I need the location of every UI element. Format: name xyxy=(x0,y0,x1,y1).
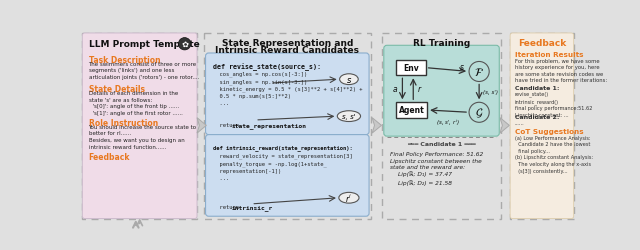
Bar xyxy=(396,61,426,76)
Text: $r^i$: $r^i$ xyxy=(346,192,353,204)
Text: You should increase the source state to
better for rl......
Besides, we want you: You should increase the source state to … xyxy=(88,124,196,149)
Text: def revise_state(source_s):: def revise_state(source_s): xyxy=(212,63,321,71)
FancyBboxPatch shape xyxy=(83,34,197,219)
Text: r: r xyxy=(418,85,421,94)
Text: LLM Prompt Template: LLM Prompt Template xyxy=(88,40,199,49)
Text: Intrinsic Reward Candidates: Intrinsic Reward Candidates xyxy=(215,46,359,55)
Bar xyxy=(382,34,501,219)
Text: Env: Env xyxy=(403,64,419,73)
Text: The swimmers consist of three or more
segments ('links') and one less
articulati: The swimmers consist of three or more se… xyxy=(88,62,199,80)
Text: s: s xyxy=(460,62,464,71)
FancyBboxPatch shape xyxy=(205,54,369,135)
Text: (s, s', $r^i$): (s, s', $r^i$) xyxy=(436,118,460,128)
Text: ......: ...... xyxy=(515,120,525,126)
Text: revise_state()
intrinsic_reward()
final policy performance:51.62
Lipschitz const: revise_state() intrinsic_reward() final … xyxy=(515,91,592,118)
Text: Iteration Results: Iteration Results xyxy=(515,52,583,58)
Circle shape xyxy=(469,62,489,82)
Bar xyxy=(83,34,197,219)
Bar xyxy=(204,34,371,219)
Text: s, s': s, s' xyxy=(342,114,356,120)
Ellipse shape xyxy=(340,74,358,85)
Polygon shape xyxy=(500,118,509,134)
Text: Feedback: Feedback xyxy=(518,38,566,48)
Text: Candidate 1:: Candidate 1: xyxy=(515,85,559,90)
FancyBboxPatch shape xyxy=(384,46,499,136)
Text: s: s xyxy=(347,75,351,84)
Text: ═══ Candidate 1 ═══: ═══ Candidate 1 ═══ xyxy=(407,141,476,146)
Text: state_representation: state_representation xyxy=(232,123,307,129)
Text: (a) Low Performance Analysis:
  Candidate 2 have the lowest
  final policy...
(b: (a) Low Performance Analysis: Candidate … xyxy=(515,135,593,173)
Text: ✿: ✿ xyxy=(181,40,188,49)
Text: RL Training: RL Training xyxy=(413,38,470,48)
Polygon shape xyxy=(372,118,381,134)
Text: $\mathcal{F}$: $\mathcal{F}$ xyxy=(474,66,484,78)
Polygon shape xyxy=(197,118,206,134)
Bar xyxy=(396,103,428,118)
Text: Lip(ℝ; D₂) = 21.58: Lip(ℝ; D₂) = 21.58 xyxy=(397,180,452,185)
Text: $\mathcal{G}$: $\mathcal{G}$ xyxy=(475,106,483,120)
Text: cos_angles = np.cos(s[-3:])
  sin_angles = np.sin(s[-3:])
  kinetic_energy = 0.5: cos_angles = np.cos(s[-3:]) sin_angles =… xyxy=(212,72,362,106)
Text: Lipschitz constant between the
state and the reward are:: Lipschitz constant between the state and… xyxy=(390,158,482,170)
FancyBboxPatch shape xyxy=(510,34,573,219)
Circle shape xyxy=(179,38,191,51)
Bar xyxy=(510,34,573,219)
Text: reward_velocity = state_representation[3]
  penalty_torque = -np.log(1+state_
  : reward_velocity = state_representation[3… xyxy=(212,153,352,180)
Text: Lip(ℝ; D₁) = 37.47: Lip(ℝ; D₁) = 37.47 xyxy=(397,170,452,176)
Text: def intrinsic_reward(state_representation):: def intrinsic_reward(state_representatio… xyxy=(212,144,352,150)
Text: return: return xyxy=(212,204,245,209)
Text: For this problem, we have some
history experience for you, here
are some state r: For this problem, we have some history e… xyxy=(515,58,607,83)
Text: Feedback: Feedback xyxy=(88,152,130,161)
Text: Task Description: Task Description xyxy=(88,55,160,64)
Circle shape xyxy=(469,103,489,123)
Text: Final Policy Performance: 51.62: Final Policy Performance: 51.62 xyxy=(390,151,483,156)
Text: Candidate 2:: Candidate 2: xyxy=(515,114,559,119)
Text: State Details: State Details xyxy=(88,84,145,94)
Text: State Representation and: State Representation and xyxy=(221,38,353,48)
Text: CoT Suggestions: CoT Suggestions xyxy=(515,128,584,134)
Ellipse shape xyxy=(339,192,359,203)
Text: intrinsic_r: intrinsic_r xyxy=(232,204,273,210)
Text: a: a xyxy=(393,85,397,94)
FancyBboxPatch shape xyxy=(205,135,369,216)
Text: Details of each dimension in the
state 's' are as follows:
  's[0]': angle of th: Details of each dimension in the state '… xyxy=(88,90,182,115)
Ellipse shape xyxy=(337,111,360,122)
Text: return: return xyxy=(212,123,245,128)
Text: Agent: Agent xyxy=(399,106,424,115)
Text: Role Instruction: Role Instruction xyxy=(88,118,158,127)
Text: (s, s'): (s, s') xyxy=(483,90,498,95)
